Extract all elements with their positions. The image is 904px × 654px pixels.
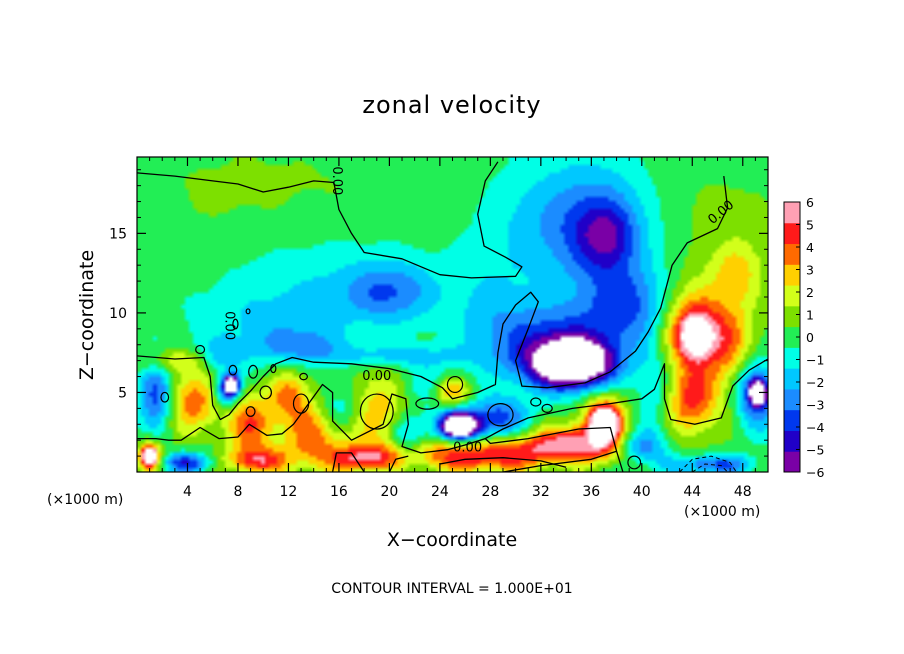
x-tick-label-12: 12 <box>280 484 298 500</box>
contour-labels: 0.000.000.000.000.00 <box>222 166 738 455</box>
contour-interval-note: CONTOUR INTERVAL = 1.000E+01 <box>331 581 572 597</box>
contour-lines <box>137 161 768 472</box>
heatmap <box>137 157 768 472</box>
colorbar-tick-label-1: 5 <box>806 218 814 233</box>
x-tick-label-20: 20 <box>380 484 398 500</box>
contour-line-0 <box>137 161 523 279</box>
x-units-right: (×1000 m) <box>684 504 760 520</box>
y-tick-label-10: 10 <box>109 306 127 322</box>
contour-dashed-0 <box>679 455 737 472</box>
colorbar-tick-label-5: 1 <box>806 308 814 323</box>
x-tick-label-40: 40 <box>633 484 651 500</box>
x-tick-label-48: 48 <box>734 484 752 500</box>
y-tick-label-5: 5 <box>118 385 127 401</box>
chart-title: zonal velocity <box>362 91 541 119</box>
contour-loop-13 <box>415 397 440 410</box>
contour-loop-6 <box>299 372 308 381</box>
contour-label-4: 0.00 <box>453 441 482 456</box>
colorbar-tick-label-11: −5 <box>806 443 824 458</box>
colorbar-tick-label-4: 2 <box>806 285 814 300</box>
colorbar-tick-label-12: −6 <box>806 465 824 480</box>
contour-label-3: 0.00 <box>362 369 391 384</box>
colorbar-swatch-4 <box>784 368 800 390</box>
contour-loop-10 <box>530 397 542 407</box>
contour-label-1: 0.00 <box>222 311 237 340</box>
contour-loop-3 <box>228 364 238 376</box>
colorbar-tick-label-0: 6 <box>806 195 814 210</box>
contour-dashed-1 <box>692 463 728 472</box>
contour-loop-5 <box>270 364 277 374</box>
colorbar-swatch-5 <box>784 347 800 369</box>
x-tick-label-36: 36 <box>582 484 600 500</box>
x-tick-label-8: 8 <box>233 484 242 500</box>
colorbar-swatch-7 <box>784 305 800 328</box>
contour-line-3 <box>137 383 486 454</box>
contour-line-6 <box>388 455 409 472</box>
x-tick-label-16: 16 <box>330 484 348 500</box>
contour-loop-11 <box>541 403 553 413</box>
x-tick-label-32: 32 <box>532 484 550 500</box>
contour-loop-14 <box>259 385 273 400</box>
colorbar-swatch-0 <box>784 451 800 473</box>
y-axis-label: Z−coordinate <box>76 250 98 380</box>
contour-loop-9 <box>487 402 514 427</box>
x-axis-label: X−coordinate <box>387 529 517 551</box>
x-tick-label-44: 44 <box>683 484 701 500</box>
colorbar-tick-label-2: 4 <box>806 240 814 255</box>
colorbar-swatch-2 <box>784 409 800 431</box>
colorbar-swatch-8 <box>784 285 800 307</box>
heatmap-image <box>137 157 768 472</box>
contour-line-1 <box>137 176 729 421</box>
contour-loop-7 <box>292 393 310 414</box>
colorbar: 6 5 4 3 2 1 0 −1 −2 −3 −4 −5 −6 <box>783 195 824 480</box>
contour-loop-2 <box>245 308 251 315</box>
y-axis-ticks: 5 10 15 <box>109 169 768 457</box>
contour-label-0: 0.00 <box>329 166 344 195</box>
colorbar-swatch-6 <box>784 326 800 348</box>
colorbar-tick-label-9: −3 <box>806 398 824 413</box>
colorbar-tick-label-7: −1 <box>806 353 824 368</box>
contour-line-2 <box>484 358 768 472</box>
x-tick-label-28: 28 <box>481 484 499 500</box>
x-tick-label-24: 24 <box>431 484 449 500</box>
contour-line-4 <box>502 450 617 472</box>
colorbar-swatch-10 <box>784 243 800 265</box>
colorbar-swatch-11 <box>784 222 800 245</box>
contour-loop-1 <box>232 318 239 330</box>
contour-loop-17 <box>627 455 642 470</box>
contour-loop-8 <box>359 393 394 430</box>
colorbar-tick-label-8: −2 <box>806 375 824 390</box>
colorbar-swatch-1 <box>784 430 800 452</box>
colorbar-swatch-9 <box>784 264 800 286</box>
contour-loop-4 <box>248 364 259 379</box>
colorbar-tick-label-6: 0 <box>806 330 814 345</box>
colorbar-swatch-12 <box>784 202 800 224</box>
colorbar-tick-label-3: 3 <box>806 263 814 278</box>
contour-loop-0 <box>195 344 206 355</box>
colorbar-tick-label-10: −4 <box>806 420 824 435</box>
contour-line-5 <box>439 457 567 468</box>
contour-line-7 <box>331 452 365 472</box>
contour-loop-12 <box>446 375 464 394</box>
x-tick-label-4: 4 <box>183 484 192 500</box>
x-units-left: (×1000 m) <box>47 492 123 508</box>
y-tick-label-15: 15 <box>109 226 127 242</box>
contour-loop-15 <box>245 406 256 417</box>
contour-loop-16 <box>160 391 170 403</box>
x-axis-ticks: 4 8 12 16 20 24 28 32 36 40 44 48 <box>149 157 756 500</box>
colorbar-swatch-3 <box>784 388 800 411</box>
